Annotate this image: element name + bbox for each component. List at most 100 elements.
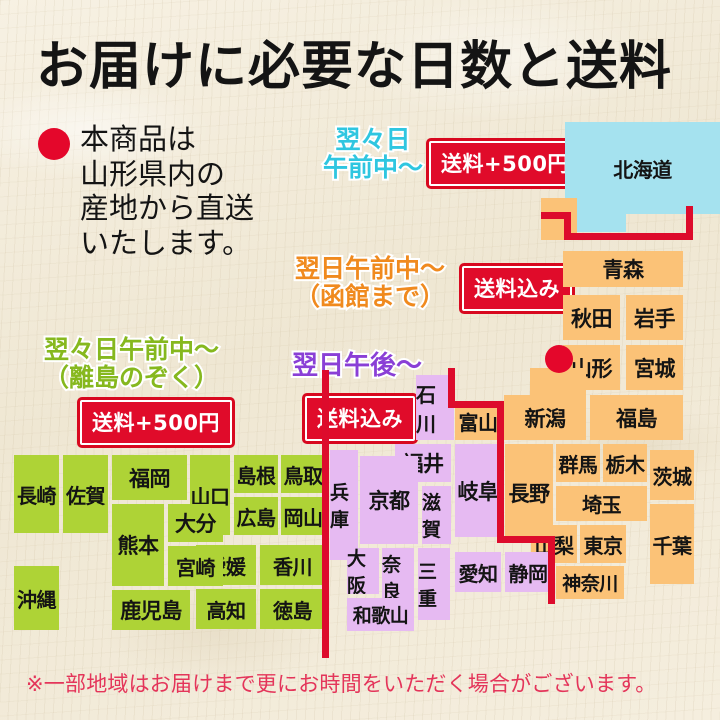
prefecture-tile-滋賀: 滋賀 <box>422 486 451 544</box>
prefecture-tile-神奈川: 神奈川 <box>556 566 624 599</box>
prefecture-tile-群馬: 群馬 <box>556 444 600 482</box>
prefecture-label: 新潟 <box>524 406 567 431</box>
zone-divider-hokkaido-3 <box>564 233 693 240</box>
prefecture-label: 大阪 <box>347 548 366 594</box>
prefecture-tile-三重: 三重 <box>418 548 450 620</box>
prefecture-tile-福岡: 福岡 <box>112 455 187 500</box>
prefecture-tile-兵庫: 兵庫 <box>330 450 358 560</box>
prefecture-tile-広島: 広島 <box>234 497 278 535</box>
shipping-badge-tohoku: 送料込み <box>459 263 575 314</box>
prefecture-label: 大分 <box>175 512 217 536</box>
prefecture-tile-愛知: 愛知 <box>455 552 501 592</box>
origin-note-line-3: 産地から直送 <box>80 191 255 225</box>
prefecture-label: 滋賀 <box>422 492 441 541</box>
prefecture-tile-静岡: 静岡 <box>505 552 551 592</box>
prefecture-label: 福島 <box>616 406 658 431</box>
zone-caption-tohoku-line-1: 翌日午前中〜 <box>293 253 447 285</box>
prefecture-label: 埼玉 <box>582 493 622 517</box>
prefecture-label: 高知 <box>206 598 247 623</box>
prefecture-label: 島根 <box>236 463 277 488</box>
prefecture-tile-和歌山: 和歌山 <box>347 598 414 631</box>
prefecture-tile-岡山: 岡山 <box>281 497 325 535</box>
zone-caption-hokkaido-line-1: 翌々日 <box>333 124 412 156</box>
prefecture-label: 香川 <box>273 554 313 579</box>
prefecture-tile-石川: 石川 <box>416 375 454 440</box>
prefecture-label: 長崎 <box>17 483 57 508</box>
prefecture-tile-北海道: 北海道 <box>565 122 720 214</box>
prefecture-tile-香川: 香川 <box>260 545 325 585</box>
origin-note: 本商品は 山形県内の 産地から直送 いたします。 <box>38 122 254 260</box>
zone-caption-hokkaido-line-2: 午前中〜 <box>321 152 425 184</box>
prefecture-tile-沖縄: 沖縄 <box>14 566 59 630</box>
prefecture-tile-熊本: 熊本 <box>112 504 164 586</box>
prefecture-tile-長野: 長野 <box>505 444 553 541</box>
prefecture-tile-鳥取: 鳥取 <box>281 455 325 493</box>
prefecture-label: 和歌山 <box>352 605 409 627</box>
prefecture-label: 石川 <box>416 382 436 436</box>
prefecture-label: 秋田 <box>571 306 613 331</box>
prefecture-tile-奈良: 奈良 <box>382 548 414 606</box>
prefecture-label: 長野 <box>508 481 551 506</box>
zone-caption-hokkaido: 翌々日 午前中〜 <box>321 124 425 184</box>
prefecture-tile-宮城: 宮城 <box>626 345 683 390</box>
footer-disclaimer: ※一部地域はお届けまで更にお時間をいただく場合がございます。 <box>26 672 657 696</box>
prefecture-label: 東京 <box>583 533 624 558</box>
prefecture-label: 熊本 <box>117 534 160 558</box>
prefecture-tile-島根: 島根 <box>234 455 278 493</box>
prefecture-label: 岩手 <box>634 306 676 331</box>
prefecture-tile-茨城: 茨城 <box>650 450 694 500</box>
zone-caption-chubu: 翌日午後〜 <box>290 349 424 382</box>
prefecture-tile-千葉: 千葉 <box>650 504 694 584</box>
prefecture-tile-岐阜: 岐阜 <box>455 444 501 537</box>
prefecture-label: 神奈川 <box>562 573 618 595</box>
prefecture-tile-大分: 大分 <box>168 504 223 542</box>
shipping-badge-hokkaido: 送料+500円 <box>426 138 584 189</box>
zone-divider-hokkaido-1 <box>541 212 571 219</box>
prefecture-tile-栃木: 栃木 <box>603 444 647 482</box>
zone-divider-chubu-4 <box>497 536 555 543</box>
zone-caption-west-line-2: （離島のぞく） <box>42 362 221 394</box>
prefecture-label: 宮城 <box>634 356 676 381</box>
prefecture-tile-長崎: 長崎 <box>14 455 59 533</box>
zone-divider-west-1 <box>322 370 329 658</box>
zone-caption-tohoku: 翌日午前中〜 （函館まで） <box>293 253 447 313</box>
zone-caption-west-line-1: 翌々日午前中〜 <box>42 334 221 366</box>
yamagata-origin-marker <box>545 345 573 373</box>
prefecture-label: 茨城 <box>652 464 693 489</box>
prefecture-tile-高知: 高知 <box>196 589 256 629</box>
zone-divider-chubu-1 <box>448 368 455 408</box>
prefecture-label: 岡山 <box>283 505 324 530</box>
prefecture-label: 沖縄 <box>17 587 57 612</box>
prefecture-tile-埼玉: 埼玉 <box>556 486 647 521</box>
prefecture-tile-徳島: 徳島 <box>260 589 325 629</box>
prefecture-label: 三重 <box>418 561 437 610</box>
prefecture-label: 青森 <box>602 258 645 282</box>
prefecture-label: 鳥取 <box>283 463 324 488</box>
zone-divider-hokkaido-2 <box>564 212 571 240</box>
prefecture-tile-富山: 富山 <box>455 403 501 440</box>
prefecture-tile-新潟: 新潟 <box>504 395 586 440</box>
zone-caption-west: 翌々日午前中〜 （離島のぞく） <box>42 334 221 394</box>
origin-note-line-2: 山形県内の <box>80 156 226 191</box>
prefecture-label: 千葉 <box>652 533 693 558</box>
zone-divider-chubu-2 <box>448 401 504 408</box>
zone-divider-hokkaido-4 <box>686 206 693 240</box>
prefecture-tile-岩手: 岩手 <box>626 295 683 340</box>
prefecture-tile-鹿児島: 鹿児島 <box>112 590 190 630</box>
prefecture-label: 富山 <box>458 411 499 435</box>
prefecture-label: 北海道 <box>613 157 672 182</box>
prefecture-label: 宮崎 <box>176 555 216 580</box>
prefecture-label: 福岡 <box>129 466 171 491</box>
prefecture-label: 愛知 <box>458 561 499 586</box>
origin-note-text: 本商品は 山形県内の 産地から直送 いたします。 <box>80 122 254 260</box>
prefecture-label: 兵庫 <box>330 482 349 531</box>
zone-divider-chubu-5 <box>548 536 555 604</box>
prefecture-label: 鹿児島 <box>120 599 182 623</box>
prefecture-label: 岐阜 <box>457 479 500 504</box>
origin-note-line-1: 本商品は <box>80 122 197 156</box>
zone-caption-chubu-line-1: 翌日午後〜 <box>290 349 424 382</box>
prefecture-label: 栃木 <box>605 452 646 477</box>
prefecture-tile-佐賀: 佐賀 <box>63 455 108 533</box>
prefecture-label: 広島 <box>236 505 277 530</box>
